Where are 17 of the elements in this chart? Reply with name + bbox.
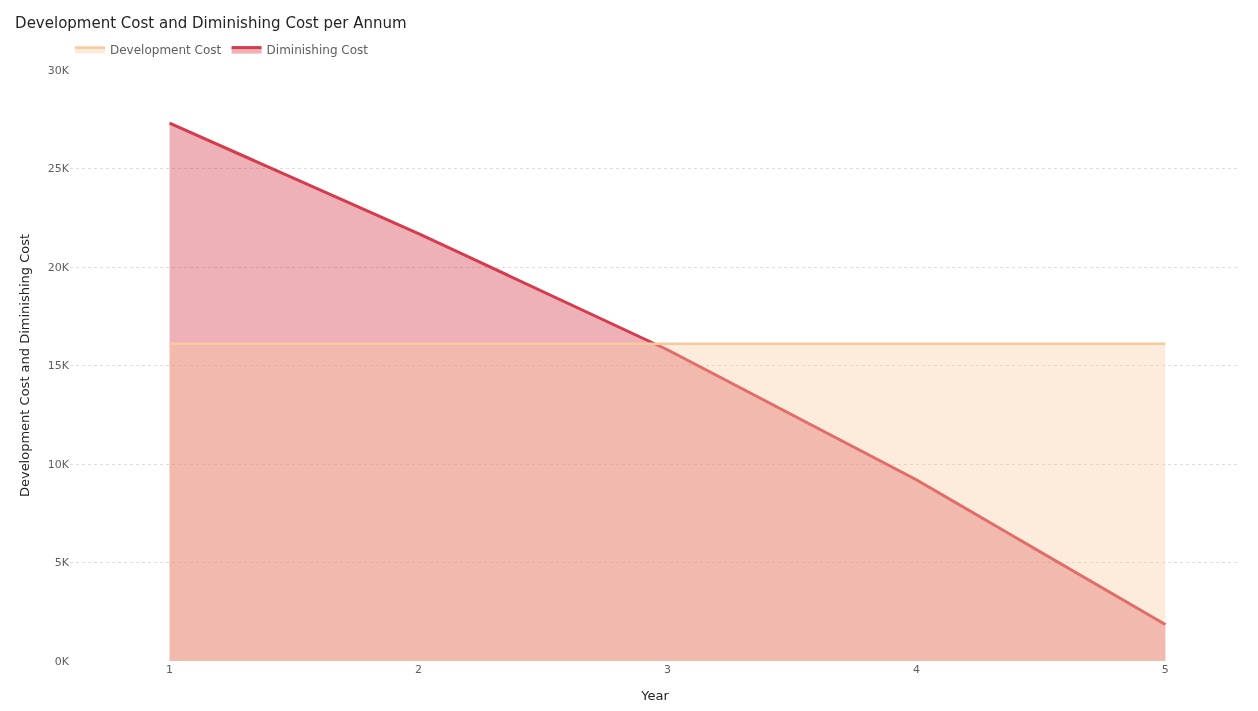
y-tick-label: 10K xyxy=(47,457,70,471)
y-tick-label: 0K xyxy=(54,654,70,668)
x-tick-label: 1 xyxy=(166,663,174,676)
x-axis-title: Year xyxy=(640,687,670,703)
x-tick-label: 2 xyxy=(415,663,423,676)
y-tick-label: 30K xyxy=(47,63,70,77)
y-tick-label: 20K xyxy=(47,260,70,274)
x-tick-label: 4 xyxy=(912,663,920,676)
x-tick-label: 5 xyxy=(1161,663,1169,676)
y-tick-label: 5K xyxy=(54,556,70,570)
y-axis-title: Development Cost and Diminishing Cost xyxy=(16,233,32,498)
x-tick-label: 3 xyxy=(663,663,671,676)
legend-label: Diminishing Cost xyxy=(266,43,369,58)
y-tick-label: 15K xyxy=(47,359,70,373)
y-tick-label: 25K xyxy=(47,162,70,176)
legend-label: Development Cost xyxy=(110,43,222,58)
chart-title: Development Cost and Diminishing Cost per Annum xyxy=(15,14,407,33)
